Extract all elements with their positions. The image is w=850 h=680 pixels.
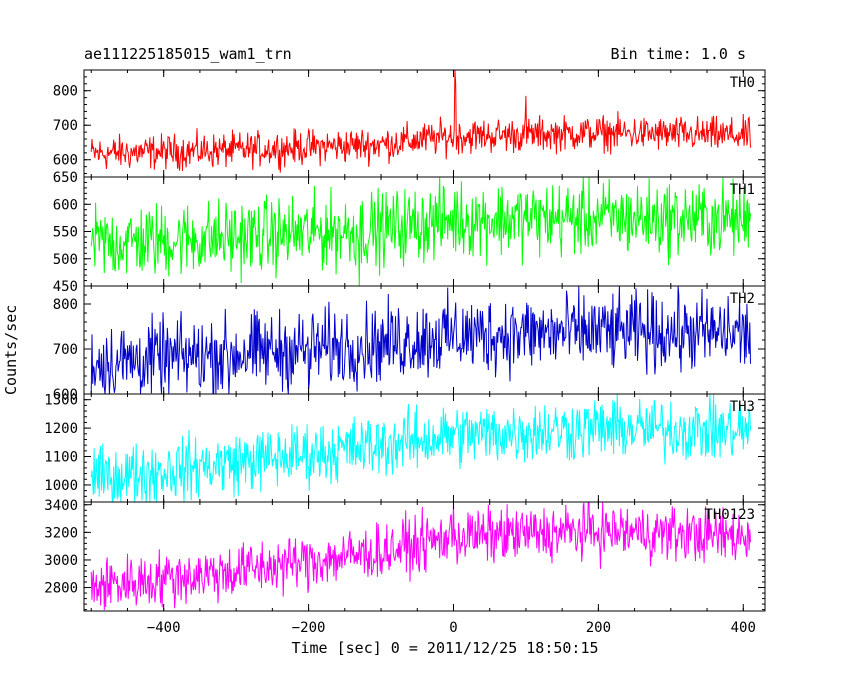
panel-label: TH0123: [704, 507, 755, 523]
y-tick-label: 800: [53, 297, 78, 313]
x-tick-label: 400: [731, 620, 756, 636]
series-line-th2: [90, 285, 751, 395]
y-tick-label: 3200: [44, 525, 78, 541]
bin-time-label: Bin time: 1.0 s: [610, 45, 746, 63]
panel-label: TH2: [730, 291, 755, 307]
y-tick-label: 800: [53, 84, 78, 100]
x-axis-label-text: Time [sec] 0 = 2011/12/25 18:50:15: [291, 639, 599, 657]
y-tick-label: 600: [53, 153, 78, 169]
y-tick-label: 500: [53, 252, 78, 268]
x-tick-label: −400: [147, 620, 181, 636]
series-line-th0123: [90, 501, 751, 611]
y-tick-label: 3400: [44, 498, 78, 514]
panel-th0: 600 700 800 TH0: [53, 69, 766, 178]
panel-th3: 1000 1100 1200 1300 TH3: [44, 393, 766, 503]
series-line-th0: [90, 69, 751, 173]
y-axis-label: Counts/sec: [2, 304, 20, 395]
panel-frame: [83, 501, 766, 612]
series-line-th1: [90, 176, 751, 287]
y-tick-label: 1100: [44, 450, 78, 466]
x-tick-label: 200: [586, 620, 611, 636]
panel-th2: 600 700 800 TH2: [53, 285, 766, 403]
panel-th0123: 2800 3000 3200 3400 TH0123: [44, 498, 766, 612]
series-line-th3: [90, 393, 751, 503]
y-tick-label: 2800: [44, 581, 78, 597]
y-tick-label: 600: [53, 197, 78, 213]
panel-th1: 450 500 550 600 650 TH1: [53, 170, 766, 295]
y-tick-label: 700: [53, 342, 78, 358]
y-tick-label: 1300: [44, 393, 78, 409]
y-tick-label: 650: [53, 170, 78, 186]
y-tick-label: 3000: [44, 553, 78, 569]
y-tick-label: 1200: [44, 421, 78, 437]
y-tick-label: 550: [53, 225, 78, 241]
chart-title: ae111225185015_wam1_trn: [84, 45, 292, 63]
panel-label: TH1: [730, 182, 755, 198]
y-tick-label: 1000: [44, 478, 78, 494]
y-tick-label: 450: [53, 279, 78, 295]
x-tick-label: 0: [449, 620, 457, 636]
y-tick-label: 700: [53, 118, 78, 134]
x-tick-label: −200: [292, 620, 326, 636]
x-axis-label: Time [sec] 0 = 2011/12/25 18:50:15: [0, 639, 850, 657]
y-axis-label-wrap: Counts/sec: [2, 305, 22, 415]
panel-label: TH3: [730, 399, 755, 415]
panel-label: TH0: [730, 75, 755, 91]
y-tick-label: 600: [53, 387, 78, 403]
